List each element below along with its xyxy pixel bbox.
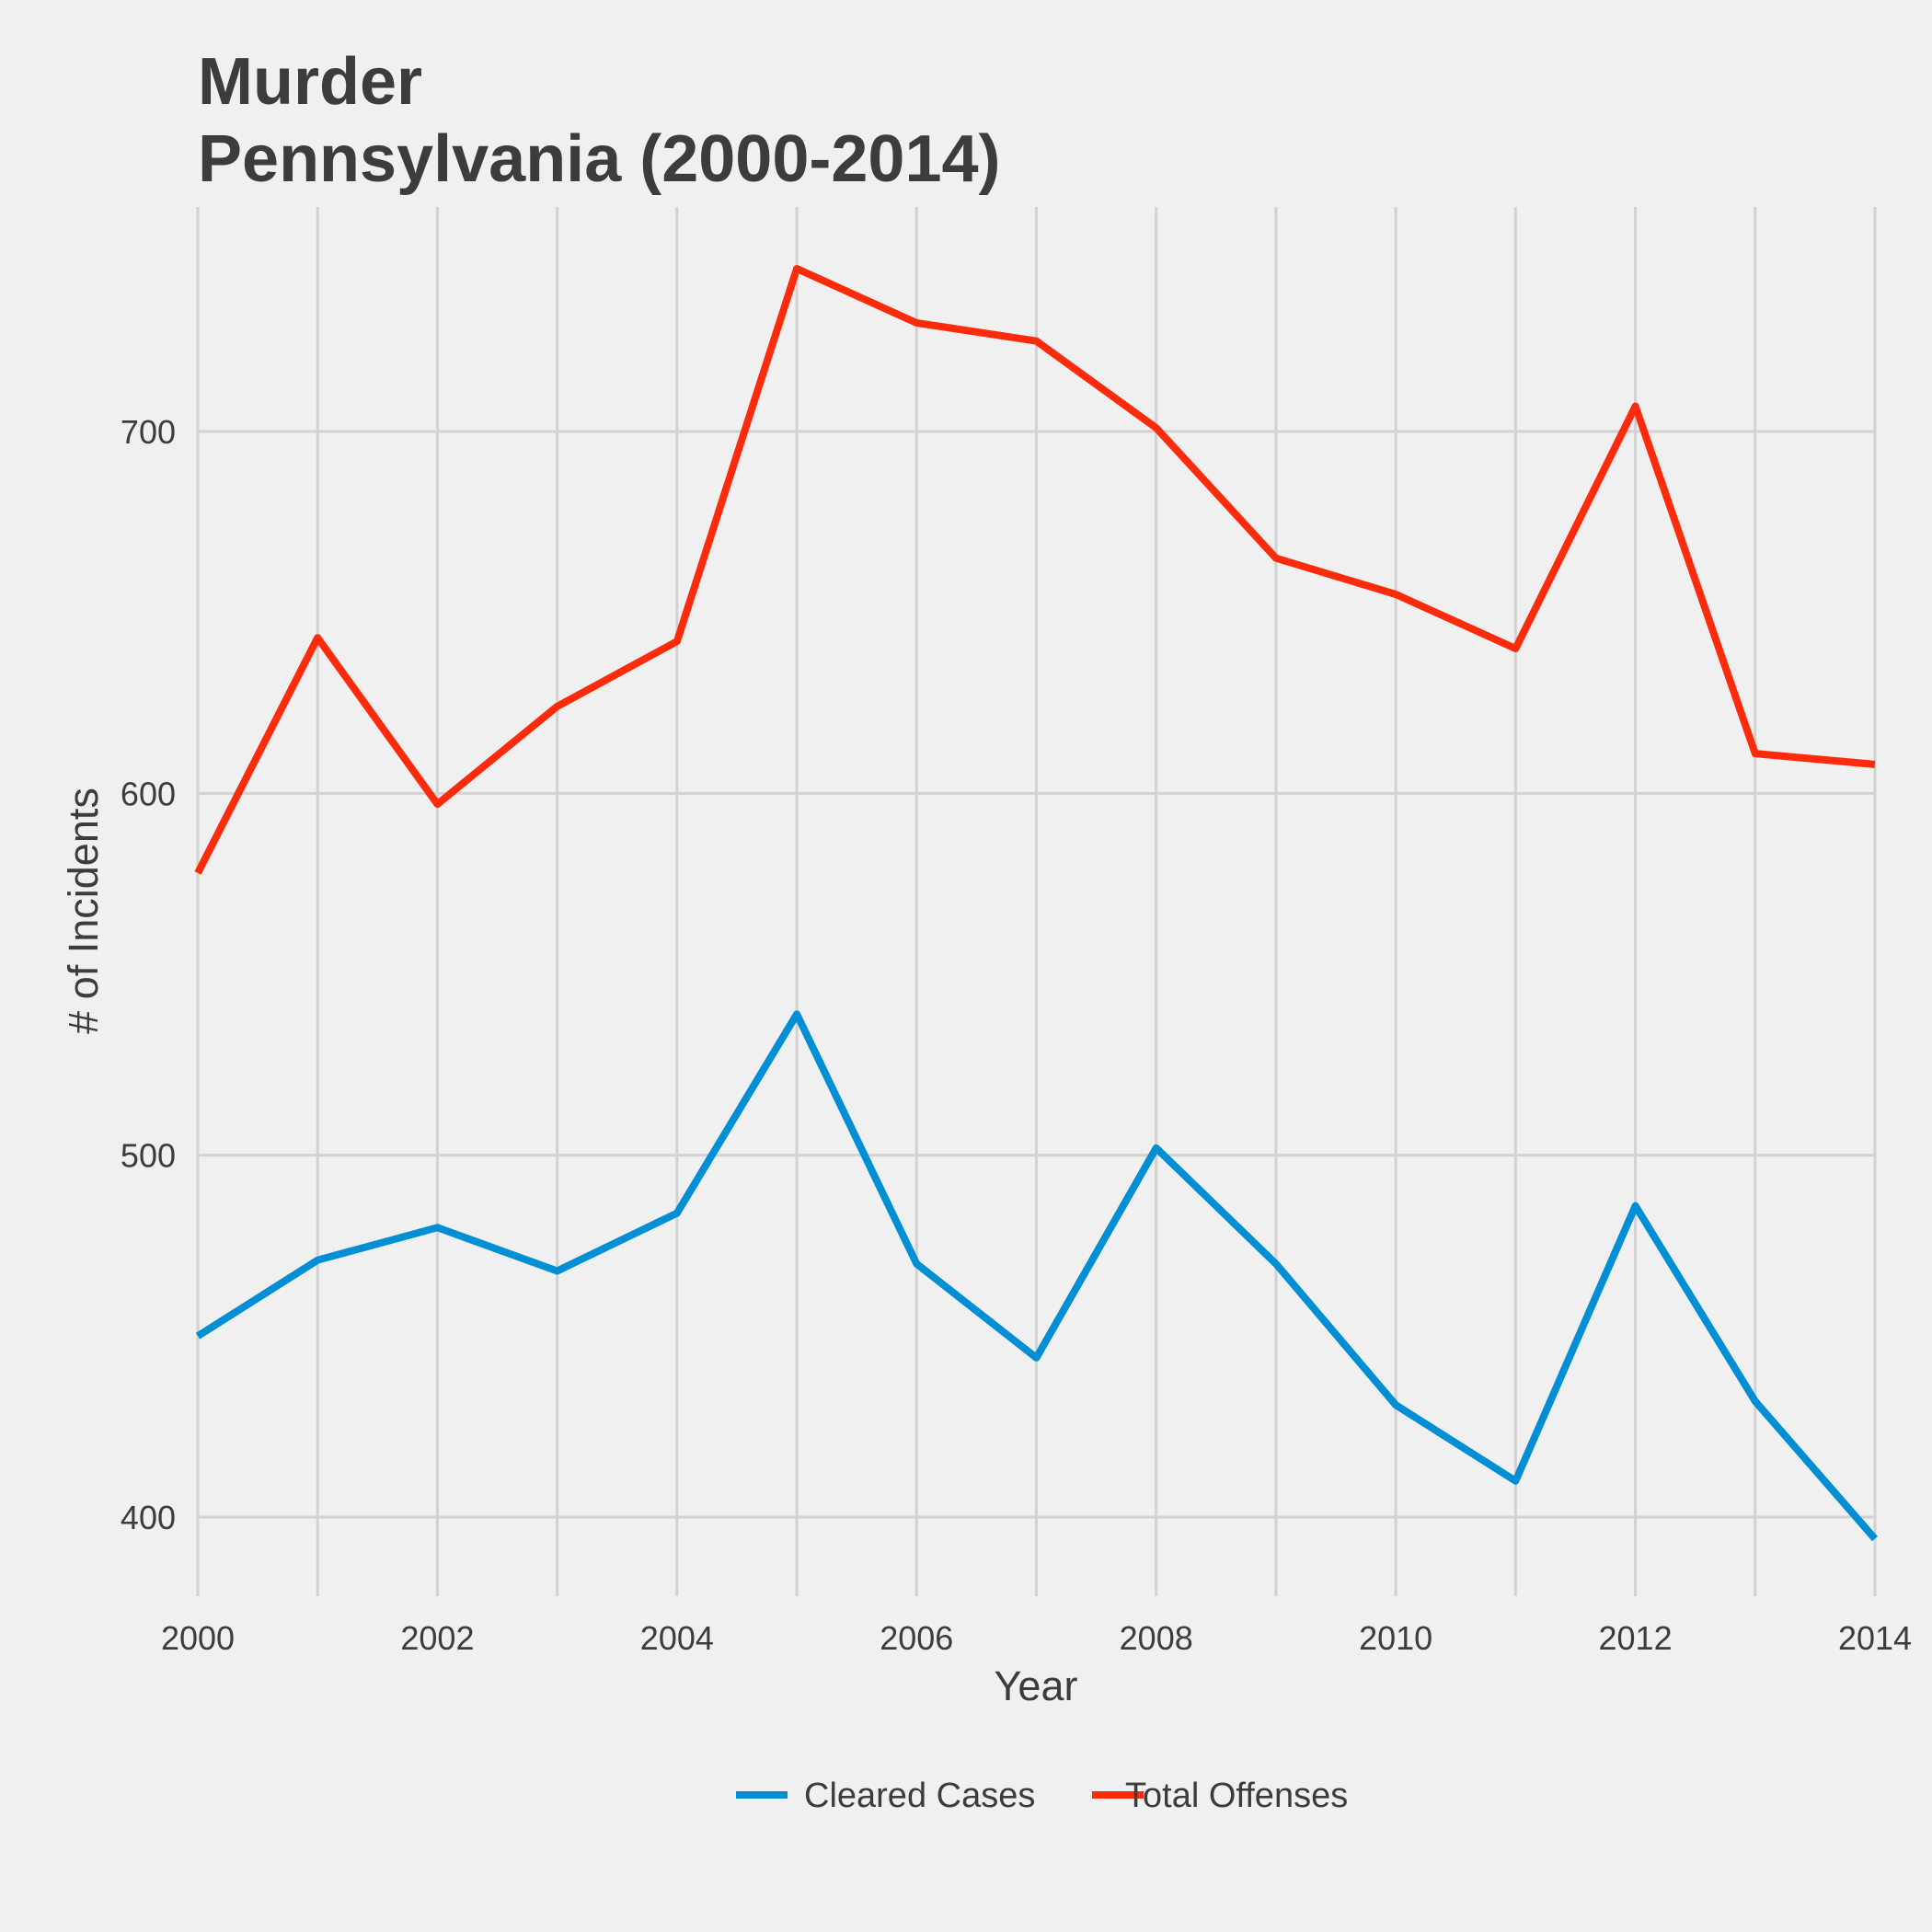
legend-label-cleared-cases: Cleared Cases xyxy=(804,1777,1035,1815)
y-tick-label: 600 xyxy=(121,775,176,812)
x-tick-label: 2014 xyxy=(1838,1619,1912,1657)
x-axis-title: Year xyxy=(995,1662,1078,1709)
y-tick-label: 700 xyxy=(121,413,176,451)
x-tick-label: 2008 xyxy=(1120,1619,1193,1657)
horizontal-gridlines xyxy=(198,430,1875,1519)
legend: Cleared Cases Total Offenses xyxy=(736,1777,1348,1815)
chart-subtitle: Pennsylvania (2000-2014) xyxy=(198,122,1001,196)
x-tick-label: 2006 xyxy=(880,1619,953,1657)
series-line-total-offenses xyxy=(194,265,1876,875)
x-tick-label: 2002 xyxy=(400,1619,474,1657)
y-axis-tick-labels: 400 500 600 700 xyxy=(121,413,176,1536)
y-tick-label: 400 xyxy=(121,1499,176,1536)
x-tick-label: 2000 xyxy=(161,1619,235,1657)
y-tick-label: 500 xyxy=(121,1137,176,1175)
x-tick-label: 2004 xyxy=(640,1619,714,1657)
x-axis-tick-labels: 2000 2002 2004 2006 2008 2010 2012 2014 xyxy=(161,1619,1912,1657)
chart-title: Murder xyxy=(198,45,422,119)
vertical-gridlines xyxy=(196,207,1877,1596)
y-axis-title: # of Incidents xyxy=(60,788,107,1034)
x-tick-label: 2012 xyxy=(1599,1619,1673,1657)
series-lines xyxy=(194,265,1879,1542)
x-tick-label: 2010 xyxy=(1359,1619,1432,1657)
series-line-cleared-cases xyxy=(195,1010,1879,1542)
legend-label-total-offenses: Total Offenses xyxy=(1125,1777,1348,1815)
